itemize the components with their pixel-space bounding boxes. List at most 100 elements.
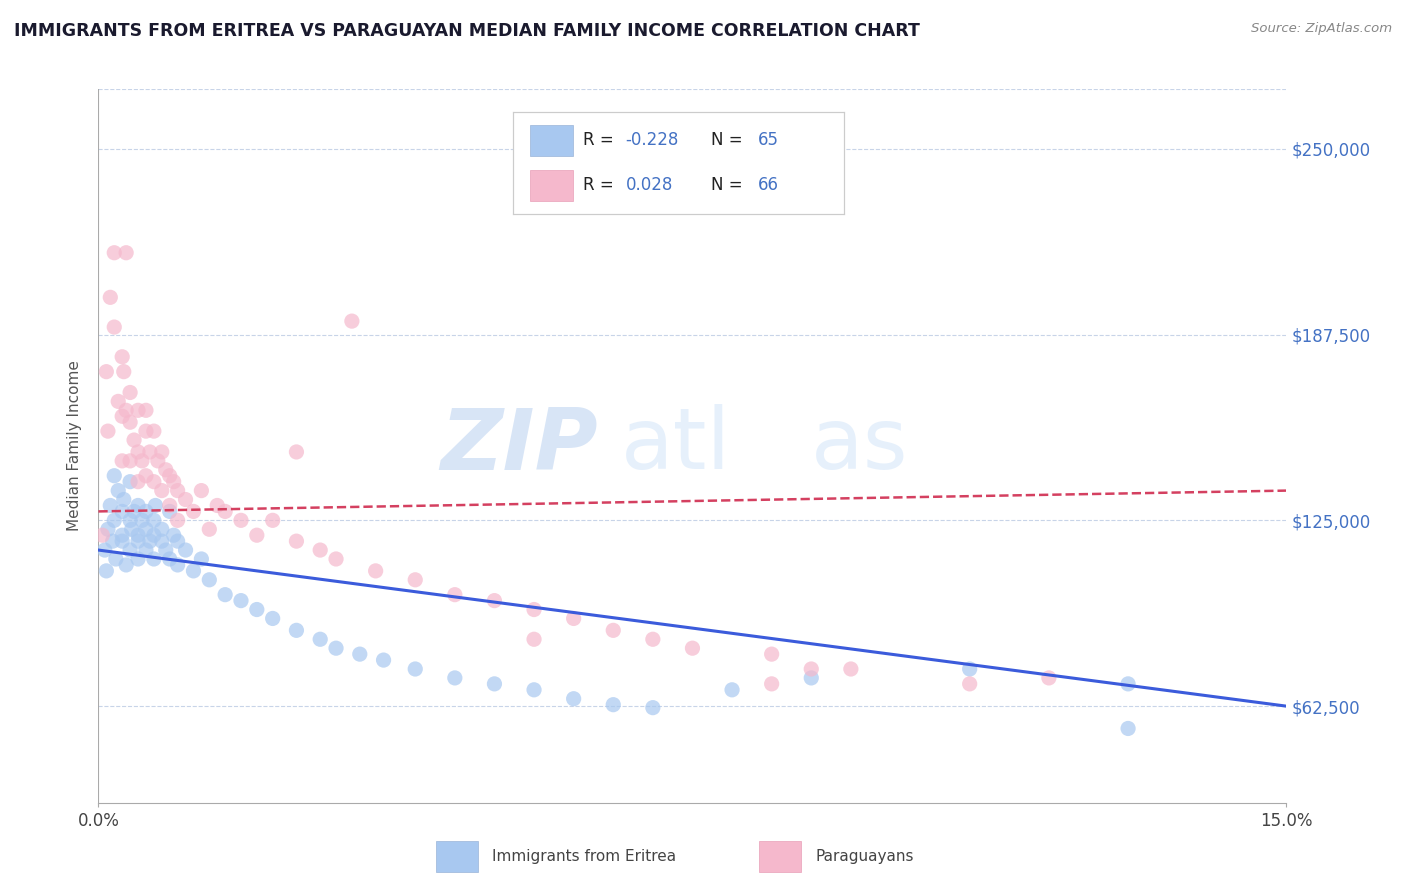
Point <box>96 564 118 578</box>
Point <box>146 454 169 468</box>
Point <box>142 528 165 542</box>
Point <box>150 483 173 498</box>
Point <box>1038 671 1060 685</box>
Point <box>641 700 664 714</box>
Point <box>159 468 181 483</box>
Point <box>122 433 145 447</box>
Point <box>229 513 252 527</box>
Point <box>325 641 347 656</box>
Text: Immigrants from Eritrea: Immigrants from Eritrea <box>492 849 676 863</box>
Text: 0.028: 0.028 <box>626 177 673 194</box>
Point <box>115 558 138 572</box>
Point <box>285 445 308 459</box>
Text: Source: ZipAtlas.com: Source: ZipAtlas.com <box>1251 22 1392 36</box>
Point <box>214 504 236 518</box>
Point <box>523 632 546 647</box>
Point <box>142 513 165 527</box>
Point <box>163 475 186 489</box>
Point <box>127 445 149 459</box>
Point <box>101 534 124 549</box>
Point <box>562 691 585 706</box>
Text: -0.228: -0.228 <box>626 131 679 149</box>
Point <box>135 424 157 438</box>
Point <box>111 528 134 542</box>
Point <box>404 662 426 676</box>
Text: N =: N = <box>711 131 748 149</box>
FancyBboxPatch shape <box>759 840 801 872</box>
Point <box>135 403 157 417</box>
Point <box>111 350 134 364</box>
Point <box>262 611 284 625</box>
Point <box>115 403 138 417</box>
FancyBboxPatch shape <box>436 840 478 872</box>
Point <box>207 499 229 513</box>
Point <box>523 602 546 616</box>
Point <box>94 543 117 558</box>
Point <box>103 245 125 260</box>
Point <box>190 552 212 566</box>
Point <box>127 534 149 549</box>
Point <box>127 475 149 489</box>
Point <box>602 624 624 638</box>
Point <box>103 468 125 483</box>
Point <box>145 499 167 513</box>
Point <box>229 593 252 607</box>
Point <box>163 528 186 542</box>
Point <box>135 522 157 536</box>
Point <box>111 409 134 424</box>
Point <box>959 677 981 691</box>
Point <box>262 513 284 527</box>
Point <box>98 290 121 304</box>
Point <box>404 573 426 587</box>
Text: N =: N = <box>711 177 748 194</box>
Point <box>159 552 181 566</box>
Point <box>340 314 363 328</box>
Point <box>309 632 332 647</box>
Point <box>285 534 308 549</box>
FancyBboxPatch shape <box>530 170 572 201</box>
Point <box>523 682 546 697</box>
Point <box>444 671 467 685</box>
Point <box>112 492 135 507</box>
Point <box>150 522 173 536</box>
Point <box>562 611 585 625</box>
Point <box>139 534 162 549</box>
Point <box>166 483 188 498</box>
Point <box>190 483 212 498</box>
Point <box>120 415 142 429</box>
Point <box>183 504 205 518</box>
Point <box>198 573 221 587</box>
Point <box>761 647 783 661</box>
Point <box>246 602 269 616</box>
Point <box>120 513 142 527</box>
Point <box>484 593 506 607</box>
Text: 65: 65 <box>758 131 779 149</box>
Point <box>183 564 205 578</box>
Point <box>373 653 395 667</box>
Point <box>111 534 134 549</box>
Point <box>1116 677 1139 691</box>
Point <box>104 552 127 566</box>
Point <box>127 499 149 513</box>
Point <box>97 522 120 536</box>
Point <box>98 499 121 513</box>
Text: Paraguayans: Paraguayans <box>815 849 914 863</box>
Point <box>120 543 142 558</box>
Point <box>761 677 783 691</box>
Point <box>214 588 236 602</box>
Point <box>349 647 371 661</box>
Text: as: as <box>811 404 908 488</box>
Point <box>285 624 308 638</box>
Point <box>135 543 157 558</box>
Point <box>131 454 153 468</box>
Point <box>127 528 149 542</box>
Point <box>91 528 114 542</box>
Y-axis label: Median Family Income: Median Family Income <box>67 360 83 532</box>
Point <box>166 558 188 572</box>
Point <box>198 522 221 536</box>
Point <box>139 445 162 459</box>
Point <box>959 662 981 676</box>
Text: ZIP: ZIP <box>440 404 598 488</box>
Point <box>309 543 332 558</box>
Point <box>150 534 173 549</box>
